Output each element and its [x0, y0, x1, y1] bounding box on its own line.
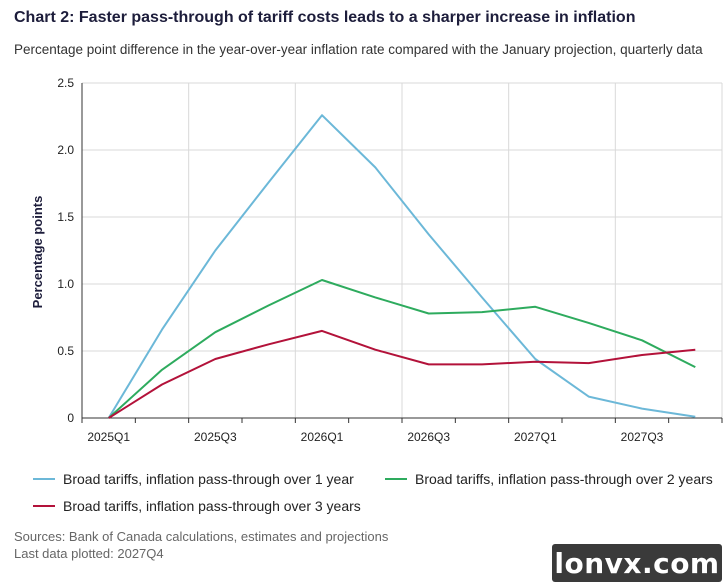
- x-tick-label: 2027Q3: [621, 430, 664, 444]
- line-chart: Percentage points 0 0.5 1.0 1.5 2.0 2.5 2025Q1…: [30, 76, 723, 444]
- x-tick-label: 2026Q3: [407, 430, 450, 444]
- source-note: Sources: Bank of Canada calculations, es…: [14, 529, 389, 544]
- legend-item-series-2: Broad tariffs, inflation pass-through ov…: [385, 471, 713, 487]
- legend-label: Broad tariffs, inflation pass-through ov…: [415, 471, 713, 487]
- y-tick-label: 1.0: [57, 277, 74, 291]
- y-tick-label: 2.0: [57, 143, 74, 157]
- watermark: lonvx.com: [552, 544, 722, 582]
- last-data-note: Last data plotted: 2027Q4: [14, 546, 164, 561]
- y-tick-label: 0: [67, 411, 74, 425]
- x-tick-label: 2027Q1: [514, 430, 557, 444]
- y-tick-label: 0.5: [57, 344, 74, 358]
- x-tick-label: 2025Q3: [194, 430, 237, 444]
- series-line-1: [107, 114, 696, 419]
- legend-swatch: [385, 478, 407, 480]
- series-line-2: [108, 279, 696, 419]
- y-tick-label: 2.5: [57, 76, 74, 90]
- legend-swatch: [33, 505, 55, 507]
- x-tick-label: 2025Q1: [87, 430, 130, 444]
- chart-subtitle: Percentage point difference in the year-…: [14, 42, 703, 57]
- legend-item-series-1: Broad tariffs, inflation pass-through ov…: [33, 471, 354, 487]
- series-line-3: [108, 329, 696, 419]
- legend-item-series-3: Broad tariffs, inflation pass-through ov…: [33, 498, 361, 514]
- chart-title: Chart 2: Faster pass-through of tariff c…: [14, 9, 636, 26]
- y-axis-label: Percentage points: [30, 196, 45, 309]
- legend-label: Broad tariffs, inflation pass-through ov…: [63, 498, 361, 514]
- legend-label: Broad tariffs, inflation pass-through ov…: [63, 471, 354, 487]
- x-tick-label: 2026Q1: [301, 430, 344, 444]
- y-tick-label: 1.5: [57, 210, 74, 224]
- legend-swatch: [33, 478, 55, 480]
